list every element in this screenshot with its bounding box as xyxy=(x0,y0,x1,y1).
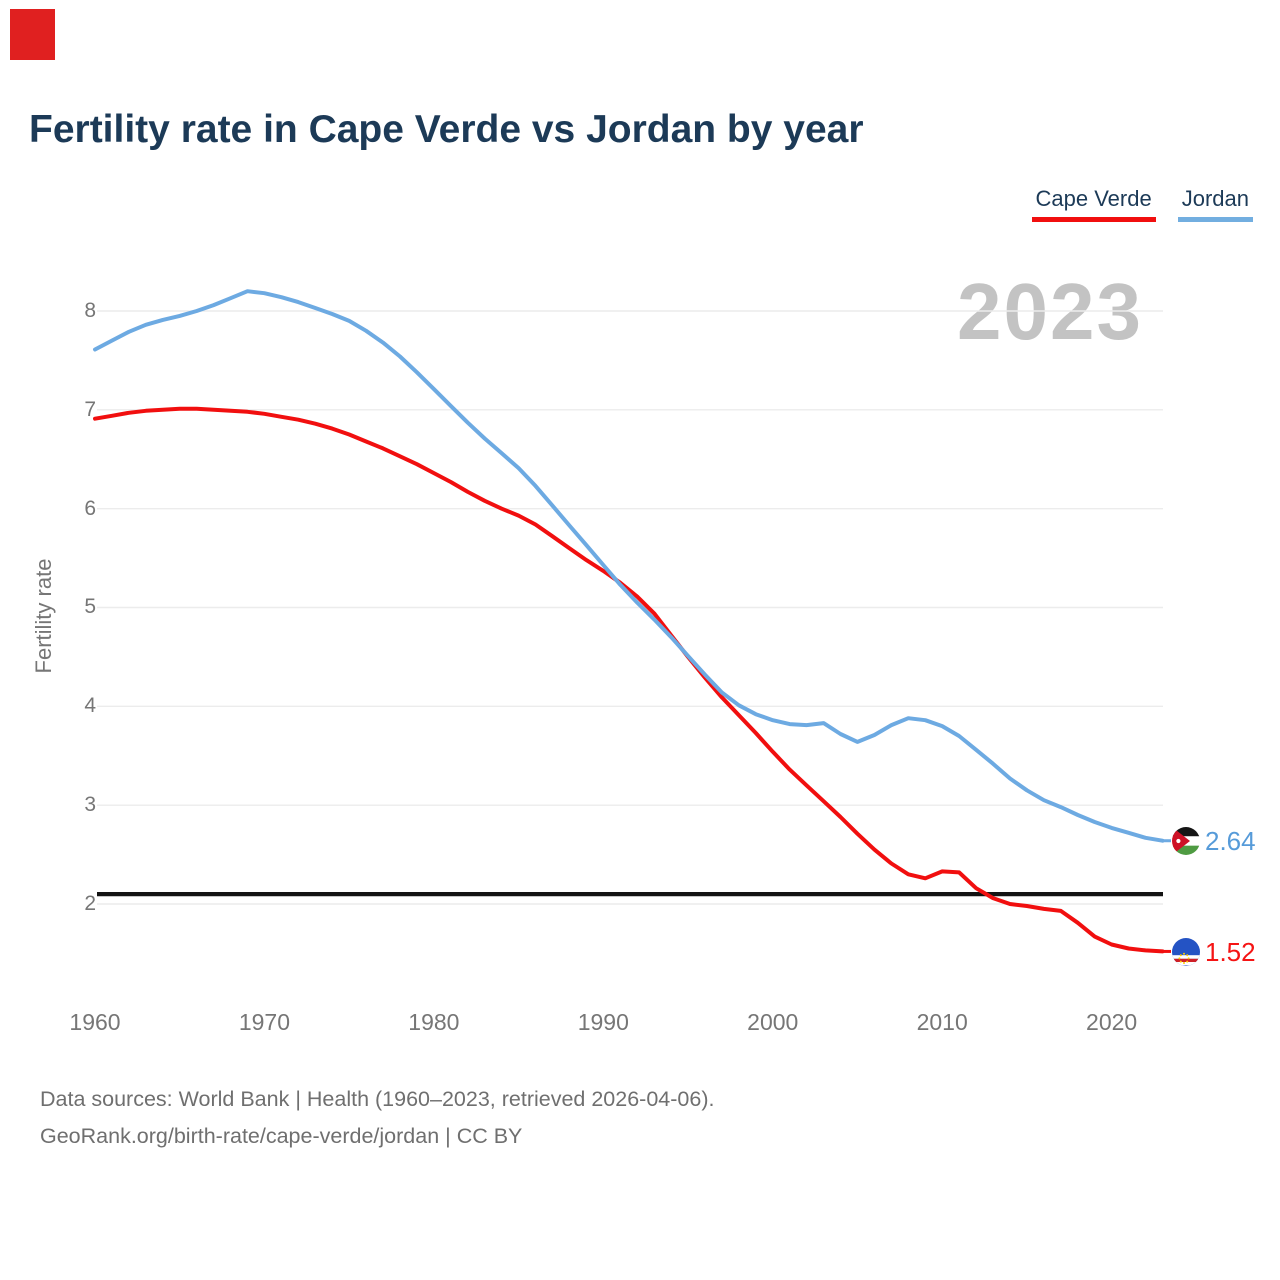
x-tick-label: 1970 xyxy=(238,1009,291,1035)
jordan-end-value: 2.64 xyxy=(1205,826,1256,856)
source-line-1: Data sources: World Bank | Health (1960–… xyxy=(40,1087,715,1111)
corner-marker xyxy=(10,9,55,60)
y-tick-label: 3 xyxy=(84,793,96,817)
jordan-flag-icon xyxy=(1172,827,1200,855)
x-tick-label: 1960 xyxy=(69,1009,121,1035)
legend: Cape Verde Jordan xyxy=(1031,186,1253,222)
legend-item-cape-verde[interactable]: Cape Verde xyxy=(1031,186,1156,222)
legend-item-jordan[interactable]: Jordan xyxy=(1177,186,1253,222)
source-line-2: GeoRank.org/birth-rate/cape-verde/jordan… xyxy=(40,1124,523,1148)
y-tick-label: 6 xyxy=(84,496,96,520)
x-tick-label: 1980 xyxy=(408,1009,460,1035)
cape-verde-flag-icon xyxy=(1172,938,1200,966)
gridlines xyxy=(97,310,1163,905)
cape-verde-end-value: 1.52 xyxy=(1205,937,1256,967)
y-tick-label: 2 xyxy=(84,891,96,915)
y-tick-label: 8 xyxy=(84,299,96,322)
x-tick-label: 2020 xyxy=(1086,1009,1138,1035)
y-tick-label: 5 xyxy=(84,595,96,619)
cape-verde-stars xyxy=(1178,952,1190,964)
x-tick-label: 1990 xyxy=(577,1009,629,1035)
x-tick-label: 2000 xyxy=(747,1009,799,1035)
y-tick-label: 4 xyxy=(84,694,96,718)
source-footer: Data sources: World Bank | Health (1960–… xyxy=(40,1081,714,1155)
y-tick-label: 7 xyxy=(84,397,96,421)
series-line-cape-verde[interactable] xyxy=(93,406,1165,954)
x-tick-label: 2010 xyxy=(916,1009,968,1035)
page-title: Fertility rate in Cape Verde vs Jordan b… xyxy=(29,108,864,151)
series-line-jordan[interactable] xyxy=(93,289,1165,843)
